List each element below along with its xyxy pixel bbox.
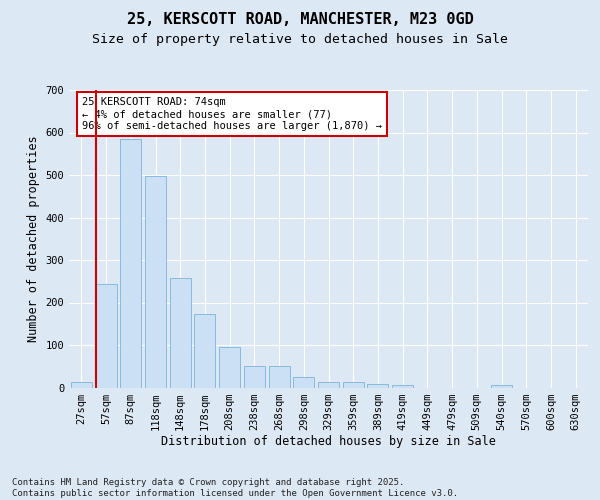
Bar [170, 278, 191, 388]
X-axis label: Distribution of detached houses by size in Sale: Distribution of detached houses by size … [161, 436, 496, 448]
Bar [71, 382, 92, 388]
Text: Contains HM Land Registry data © Crown copyright and database right 2025.
Contai: Contains HM Land Registry data © Crown c… [12, 478, 458, 498]
Y-axis label: Number of detached properties: Number of detached properties [27, 136, 40, 342]
Bar [318, 382, 339, 388]
Bar [269, 366, 290, 388]
Bar [343, 382, 364, 388]
Bar [194, 314, 215, 388]
Bar [219, 347, 240, 388]
Bar [145, 176, 166, 388]
Bar [244, 366, 265, 388]
Bar [95, 284, 116, 388]
Bar [392, 385, 413, 388]
Bar [293, 378, 314, 388]
Text: 25 KERSCOTT ROAD: 74sqm
← 4% of detached houses are smaller (77)
96% of semi-det: 25 KERSCOTT ROAD: 74sqm ← 4% of detached… [82, 98, 382, 130]
Text: 25, KERSCOTT ROAD, MANCHESTER, M23 0GD: 25, KERSCOTT ROAD, MANCHESTER, M23 0GD [127, 12, 473, 28]
Bar [120, 139, 141, 388]
Bar [491, 386, 512, 388]
Bar [367, 384, 388, 388]
Text: Size of property relative to detached houses in Sale: Size of property relative to detached ho… [92, 32, 508, 46]
